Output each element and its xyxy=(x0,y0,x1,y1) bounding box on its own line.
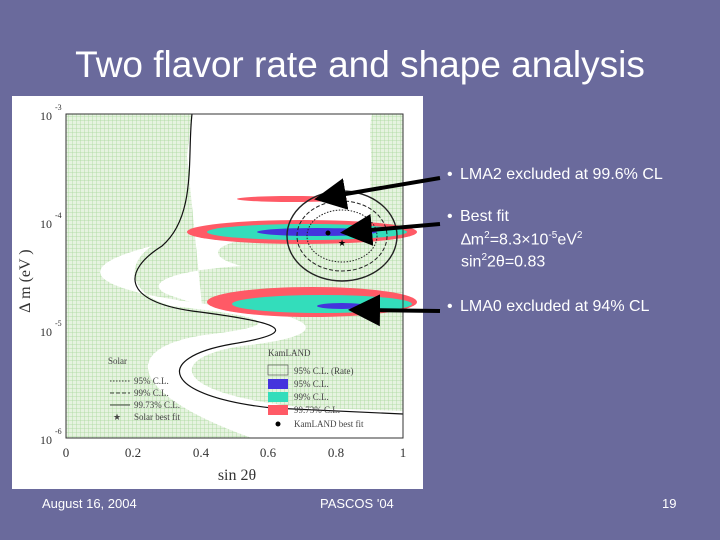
footer-date: August 16, 2004 xyxy=(42,496,137,511)
allowed-region-upper xyxy=(158,114,372,306)
bullet-lma2: • LMA2 excluded at 99.6% CL xyxy=(447,166,663,183)
arrow-lma0 xyxy=(348,294,441,327)
bestfit-sin: sin22θ=0.83 xyxy=(461,252,546,271)
y-tick-label-0: 10 xyxy=(40,109,52,123)
legend-kam-item-0: 95% C.L. (Rate) xyxy=(294,366,353,376)
x-axis-label: sin 2θ xyxy=(218,467,256,484)
legend-kam-title: KamLAND xyxy=(268,348,311,358)
y-tick-label-2: 10 xyxy=(40,325,52,339)
legend-solar: Solar 95% C.L. 99% C.L. 99.73% C.L. ★ So… xyxy=(108,356,180,422)
legend-solar-item-0: 95% C.L. xyxy=(134,376,169,386)
solar-95-contour xyxy=(306,209,378,263)
kamland-best-fit-dot xyxy=(325,230,331,236)
y-tick-exp-2: -5 xyxy=(55,319,62,328)
bullet-bestfit: • Best fit ∆m2=8.3×10-5eV2 sin22θ=0.83 xyxy=(447,208,583,271)
y-tick-exp-3: -6 xyxy=(55,427,62,436)
legend-kamland: KamLAND 95% C.L. (Rate) 95% C.L. 99% C.L… xyxy=(267,348,364,429)
footer-conference: PASCOS '04 xyxy=(320,496,394,511)
footer-page-number: 19 xyxy=(662,496,677,511)
legend-kam-item-1: 95% C.L. xyxy=(294,379,329,389)
y-axis-label: ∆ m (eV ) xyxy=(17,249,34,312)
y-tick-labels: 10 -3 10 -4 10 -5 10 -6 xyxy=(40,103,62,447)
x-tick-label-4: 0.8 xyxy=(328,445,344,460)
legend-solar-item-2: 99.73% C.L. xyxy=(134,400,180,410)
legend-kam-item-3: 99.73% C.L. xyxy=(294,405,340,415)
slide-title: Two flavor rate and shape analysis xyxy=(75,44,645,85)
arrow-bestfit xyxy=(340,213,441,246)
bullet-lma0: • LMA0 excluded at 94% CL xyxy=(447,298,650,315)
x-tick-label-3: 0.6 xyxy=(260,445,277,460)
oscillation-plot: ★ 10 -3 10 -4 10 -5 10 -6 0 0.2 0.4 0.6 … xyxy=(12,96,423,489)
solar-contour xyxy=(134,113,404,415)
y-tick-label-1: 10 xyxy=(40,217,52,231)
x-tick-label-2: 0.4 xyxy=(193,445,210,460)
x-tick-label-0: 0 xyxy=(63,445,70,460)
allowed-region-lower xyxy=(100,246,403,438)
y-tick-label-3: 10 xyxy=(40,433,52,447)
x-tick-label-5: 1 xyxy=(400,445,407,460)
y-tick-exp-0: -3 xyxy=(55,103,62,112)
y-tick-exp-1: -4 xyxy=(55,211,62,220)
legend-kam-item-2: 99% C.L. xyxy=(294,392,329,402)
plot-frame xyxy=(65,113,404,439)
x-tick-label-1: 0.2 xyxy=(125,445,141,460)
bestfit-dm2: ∆m2=8.3×10-5eV2 xyxy=(461,230,583,249)
legend-star-icon: ★ xyxy=(113,412,121,422)
legend-solar-item-1: 99% C.L. xyxy=(134,388,169,398)
legend-solar-item-3: Solar best fit xyxy=(134,412,180,422)
legend-solar-title: Solar xyxy=(108,356,127,366)
legend-kam-item-4: KamLAND best fit xyxy=(294,419,364,429)
x-tick-labels: 0 0.2 0.4 0.6 0.8 1 xyxy=(63,445,407,460)
arrow-lma2 xyxy=(314,176,441,210)
